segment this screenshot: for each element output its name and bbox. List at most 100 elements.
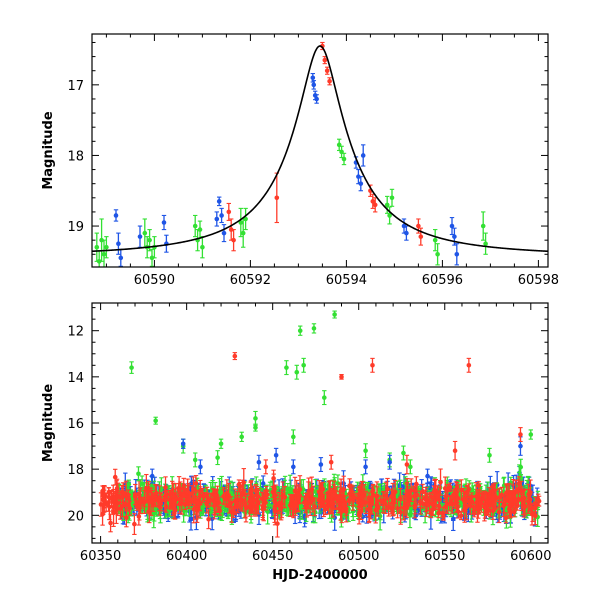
data-point-green [341, 152, 347, 166]
marker [99, 237, 104, 243]
x-tick-label: 60594 [326, 273, 367, 288]
data-point-green [238, 207, 244, 238]
data-point-blue [214, 211, 220, 227]
marker [435, 251, 440, 257]
marker [360, 153, 366, 158]
marker [310, 75, 316, 81]
data-point-blue [161, 214, 167, 231]
data-point-green [104, 236, 109, 259]
marker [96, 259, 102, 264]
marker [238, 220, 244, 225]
marker [219, 213, 224, 218]
x-tick-label: 60592 [230, 273, 271, 288]
data-point-blue [449, 217, 455, 236]
marker [311, 82, 317, 88]
marker [322, 57, 328, 63]
marker [192, 223, 198, 229]
data-point-red [231, 229, 236, 252]
data-point-green [94, 232, 100, 262]
data-point-green [483, 232, 488, 255]
x-tick-label: 60598 [518, 273, 559, 288]
data-point-green [480, 211, 486, 241]
marker [372, 202, 378, 208]
marker [260, 481, 266, 486]
full-panel: 60350 60400 60450 60500 60550 606001214161820… [41, 302, 551, 583]
data-point-green [339, 145, 344, 159]
plot-area [92, 41, 548, 267]
marker [341, 156, 347, 162]
marker [274, 195, 280, 201]
marker [197, 227, 203, 232]
x-tick-label: 60590 [134, 273, 175, 288]
marker [240, 230, 246, 236]
data-point-red [327, 77, 332, 86]
data-point-green [197, 220, 203, 239]
marker [118, 255, 124, 261]
marker [404, 230, 409, 236]
marker [149, 255, 155, 261]
model-curve [92, 45, 548, 253]
data-point-red [372, 197, 378, 213]
data-point-green [389, 188, 395, 207]
data-point-blue [137, 225, 143, 248]
marker [432, 237, 438, 243]
marker [267, 502, 272, 508]
marker [147, 237, 152, 243]
marker [113, 213, 119, 218]
x-tick-label: 60596 [422, 273, 463, 288]
marker [450, 516, 456, 522]
data-point-blue [314, 94, 319, 104]
marker [452, 234, 457, 239]
marker [228, 227, 234, 232]
plot-area [98, 310, 542, 538]
data-point-blue [164, 234, 169, 253]
marker [314, 96, 319, 102]
marker [401, 223, 407, 229]
data-point-green [195, 229, 200, 252]
data-point-blue [116, 232, 121, 255]
marker [335, 481, 341, 486]
marker [418, 234, 424, 239]
marker [483, 241, 488, 246]
data-point-blue [311, 80, 317, 90]
y-tick-label: 17 [67, 79, 84, 94]
marker [324, 68, 330, 74]
data-point-blue [454, 243, 460, 266]
marker [116, 241, 121, 246]
marker [454, 251, 460, 257]
data-point-green [387, 206, 392, 225]
y-tick-label: 18 [67, 149, 84, 164]
data-point-green [101, 239, 107, 267]
marker [389, 195, 395, 201]
marker [387, 213, 392, 218]
data-point-green [432, 229, 438, 252]
marker [226, 209, 232, 215]
marker [221, 230, 227, 236]
data-point-blue [404, 225, 409, 241]
marker [200, 244, 205, 250]
marker [358, 181, 364, 186]
marker [449, 223, 455, 229]
data-point-blue [219, 207, 224, 224]
marker [231, 237, 236, 243]
data-point-blue [216, 196, 222, 207]
marker [416, 223, 421, 229]
data-point-blue [358, 176, 364, 192]
marker [137, 234, 143, 239]
zoom-panel: 60590 60592 60594 60596 60598 17 18 19 Magnitude [41, 33, 559, 288]
marker [214, 216, 220, 222]
data-point-green [192, 214, 198, 238]
marker [384, 202, 390, 208]
marker [370, 199, 376, 204]
marker [243, 216, 248, 222]
data-point-green [99, 218, 104, 262]
data-point-green [435, 243, 440, 266]
data-point-green [142, 218, 148, 248]
data-point-red [274, 172, 280, 224]
data-point-red [324, 66, 330, 75]
marker [101, 251, 107, 257]
data-point-red [322, 56, 328, 65]
marker [356, 174, 361, 179]
data-point-green [243, 207, 248, 231]
